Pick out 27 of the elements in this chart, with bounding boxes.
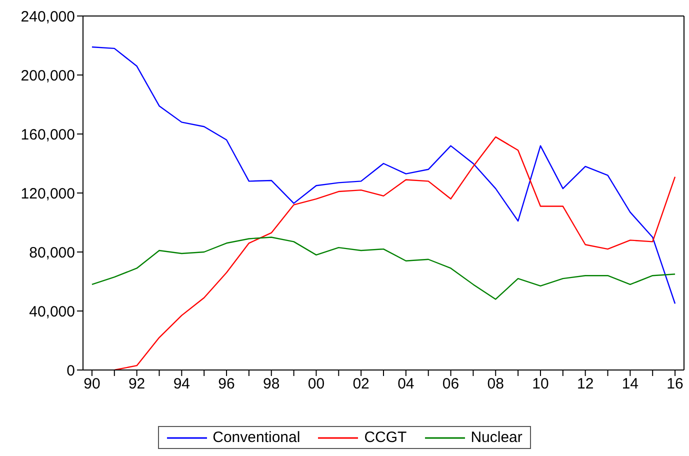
legend-label: Conventional [212,429,300,446]
x-tick-label: 04 [398,376,414,393]
x-tick-label: 00 [308,376,325,393]
y-tick-label: 40,000 [29,303,75,320]
y-tick-label: 160,000 [20,126,75,144]
x-tick-label: 98 [263,376,280,393]
y-tick-label: 120,000 [20,185,75,202]
y-tick-label: 0 [66,362,75,380]
x-tick-label: 02 [352,376,370,393]
x-tick-label: 12 [576,376,594,393]
x-tick-label: 16 [666,376,684,393]
y-tick-label: 200,000 [20,67,75,84]
line-series [114,136,676,370]
y-tick-label: 80,000 [29,244,75,262]
x-tick-label: 10 [532,376,549,393]
legend-label: Nuclear [470,429,522,446]
x-tick-label: 06 [442,376,460,393]
legend-label: CCGT [364,429,407,446]
x-tick-label: 14 [622,376,639,393]
x-tick-label: 08 [487,376,504,393]
x-tick-label: 90 [84,376,100,393]
line-series [91,236,676,300]
x-tick-label: 92 [128,376,146,393]
x-tick-label: 96 [218,376,235,393]
y-tick-label: 240,000 [20,8,75,26]
x-tick-label: 94 [173,376,190,393]
line-series [91,46,676,304]
